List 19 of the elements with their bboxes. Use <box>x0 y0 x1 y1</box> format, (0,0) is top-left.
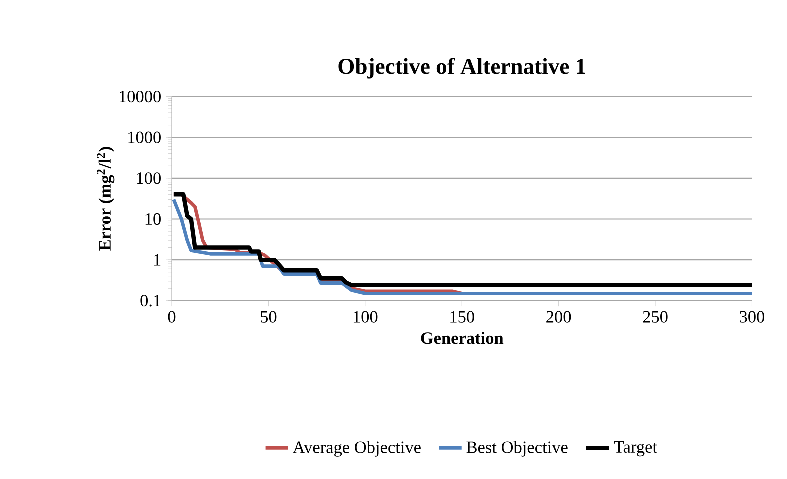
x-tick-label: 200 <box>546 311 572 323</box>
y-tick-label: 0.1 <box>140 295 161 307</box>
y-tick-label: 10 <box>146 213 161 226</box>
x-tick-label: 300 <box>740 311 765 323</box>
y-axis-title: Error (mg$^{2}$/l$^{2}$) <box>97 147 115 251</box>
y-tick-label: 1 <box>154 254 161 266</box>
x-tick-label: 50 <box>261 311 277 323</box>
x-tick-label: 0 <box>168 311 176 323</box>
y-tick-label: 10000 <box>120 90 161 103</box>
x-tick-label: 250 <box>643 311 668 323</box>
legend-label: Best Objective <box>466 441 568 457</box>
chart-title: Objective of Alternative 1 <box>338 58 586 79</box>
legend-label: Average Objective <box>293 441 421 457</box>
x-axis-title: Generation <box>421 332 504 344</box>
y-tick-label: 100 <box>137 172 161 184</box>
legend-label: Target <box>614 442 658 457</box>
y-tick-label: 1000 <box>128 132 161 144</box>
x-tick-label: 100 <box>354 311 378 323</box>
x-tick-label: 150 <box>450 311 474 323</box>
